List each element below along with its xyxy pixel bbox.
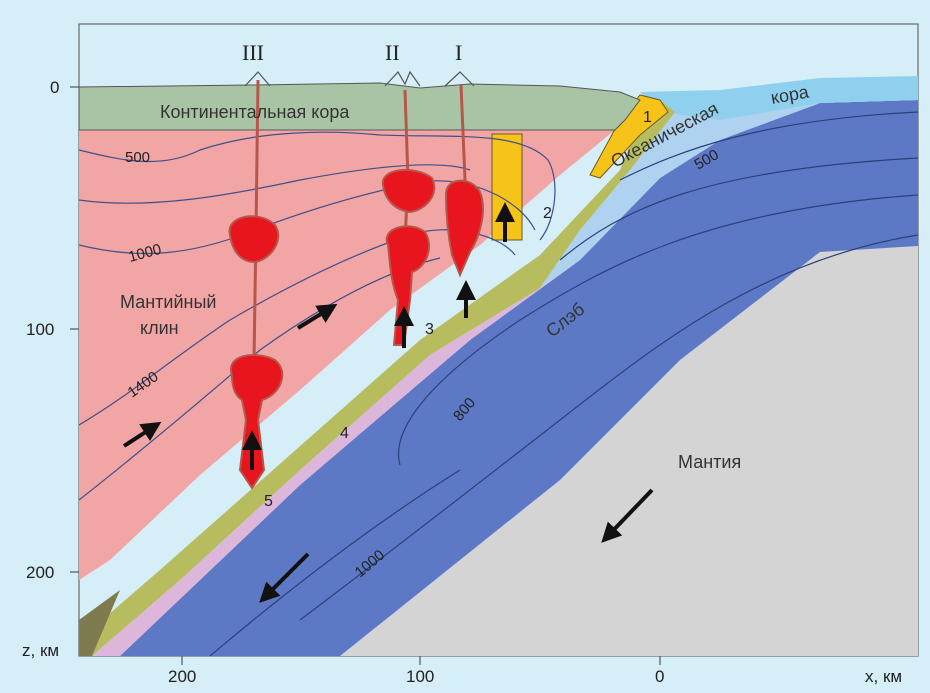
flow-arrow-slab — [259, 552, 310, 603]
volcano-label-II: II — [385, 40, 400, 65]
slab-isotherm-b-line — [209, 469, 461, 656]
slab-isotherm-800-line — [398, 194, 918, 466]
slab-isotherm-1000-line — [299, 234, 918, 621]
volcano-I-peak — [444, 71, 475, 87]
olive-dark-tip — [79, 590, 120, 656]
isotherm-extra-line — [79, 257, 441, 501]
label-mantle-wedge-2: клин — [140, 318, 179, 338]
zone-number-1: 1 — [643, 109, 652, 126]
isotherm-inner-line — [79, 164, 471, 204]
magma-chamber-I — [444, 179, 484, 278]
volcano-label-I: I — [455, 40, 462, 65]
slab-isotherm-500-line — [619, 111, 918, 181]
distance-axis-label: x, км — [865, 667, 902, 686]
zone-number-3: 3 — [425, 321, 434, 338]
isotherm-1000-line — [79, 180, 536, 255]
distance-tick-label-100: 100 — [406, 667, 434, 686]
flow-arrow-wedge-mid — [296, 303, 338, 330]
depth-tick-label-100: 100 — [26, 320, 54, 339]
mantle-wedge-region — [79, 130, 615, 580]
isotherm-500-line — [79, 131, 556, 241]
zone-number-4: 4 — [340, 425, 349, 442]
label-mantle: Мантия — [678, 452, 741, 472]
zone-number-2: 2 — [543, 205, 552, 222]
volcano-label-III: III — [242, 40, 264, 65]
depth-tick-label-0: 0 — [50, 78, 59, 97]
flow-arrow-mantle — [601, 488, 654, 543]
magma-chamber-III-upper — [228, 215, 280, 264]
continental-crust-region — [79, 82, 641, 131]
zone-number-5: 5 — [264, 493, 273, 510]
distance-tick-label-0: 0 — [655, 667, 664, 686]
magma-chamber-III-lower — [229, 354, 284, 490]
volcano-II-peak — [384, 70, 421, 87]
flow-arrow-wedge-left — [122, 421, 162, 448]
slab-isotherm-a-line — [559, 157, 918, 261]
isotherm-label-500: 500 — [125, 149, 150, 166]
label-continental-crust: Континентальная кора — [160, 102, 350, 122]
label-mantle-wedge-1: Мантийный — [120, 292, 216, 312]
magma-chamber-II-upper — [381, 168, 436, 214]
mantle-region — [340, 246, 918, 656]
slab-region — [120, 100, 918, 656]
olive-layer — [79, 100, 675, 656]
oceanic-crust-surface — [640, 76, 918, 120]
volcano-III-peak — [244, 71, 271, 87]
depth-axis-label: z, км — [22, 641, 59, 660]
distance-tick-label-200: 200 — [168, 667, 196, 686]
lilac-layer — [92, 260, 580, 656]
depth-tick-label-200: 200 — [26, 563, 54, 582]
